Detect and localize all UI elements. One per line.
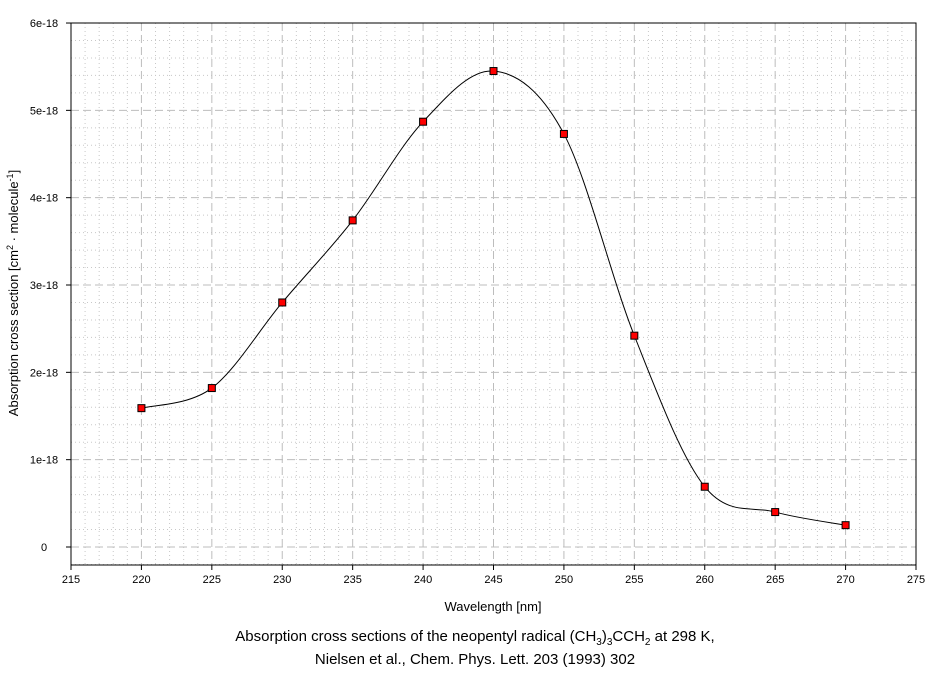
data-point bbox=[771, 508, 780, 517]
x-tick-label: 215 bbox=[62, 574, 80, 586]
data-point bbox=[207, 384, 216, 393]
x-tick-label: 235 bbox=[343, 574, 361, 586]
y-tick-label: 6e-18 bbox=[30, 18, 58, 30]
x-tick-label: 240 bbox=[414, 574, 432, 586]
ticks: 215 220 225 230 235 240 245 250 255 260 265 270 275 0… bbox=[30, 18, 925, 586]
data-point bbox=[419, 117, 428, 126]
x-tick-label: 265 bbox=[766, 574, 784, 586]
x-tick-label: 270 bbox=[836, 574, 854, 586]
data-point bbox=[489, 67, 498, 76]
y-tick-label: 3e-18 bbox=[30, 280, 58, 292]
caption-line-2: Nielsen et al., Chem. Phys. Lett. 203 (1… bbox=[315, 651, 635, 668]
x-tick-label: 245 bbox=[484, 574, 502, 586]
data-point bbox=[559, 129, 568, 138]
y-axis-label: Absorption cross section [cm2 · molecule… bbox=[5, 170, 21, 416]
x-axis-label: Wavelength [nm] bbox=[444, 599, 541, 614]
data-point bbox=[841, 521, 850, 530]
data-point bbox=[348, 216, 357, 225]
x-tick-label: 230 bbox=[273, 574, 291, 586]
data-point bbox=[278, 298, 287, 307]
data-point bbox=[137, 404, 146, 413]
x-tick-label: 250 bbox=[555, 574, 573, 586]
x-tick-label: 225 bbox=[203, 574, 221, 586]
data-point bbox=[630, 331, 639, 340]
data-point bbox=[700, 482, 709, 491]
x-tick-label: 220 bbox=[132, 574, 150, 586]
y-tick-label: 5e-18 bbox=[30, 105, 58, 117]
data-points bbox=[137, 67, 850, 530]
y-tick-label: 0 bbox=[41, 542, 47, 554]
x-tick-label: 275 bbox=[907, 574, 925, 586]
grid bbox=[71, 23, 916, 565]
caption-line-1: Absorption cross sections of the neopent… bbox=[235, 628, 714, 648]
y-tick-label: 4e-18 bbox=[30, 193, 58, 205]
x-tick-label: 255 bbox=[625, 574, 643, 586]
y-tick-label: 1e-18 bbox=[30, 455, 58, 467]
y-tick-label: 2e-18 bbox=[30, 367, 58, 379]
x-tick-label: 260 bbox=[696, 574, 714, 586]
